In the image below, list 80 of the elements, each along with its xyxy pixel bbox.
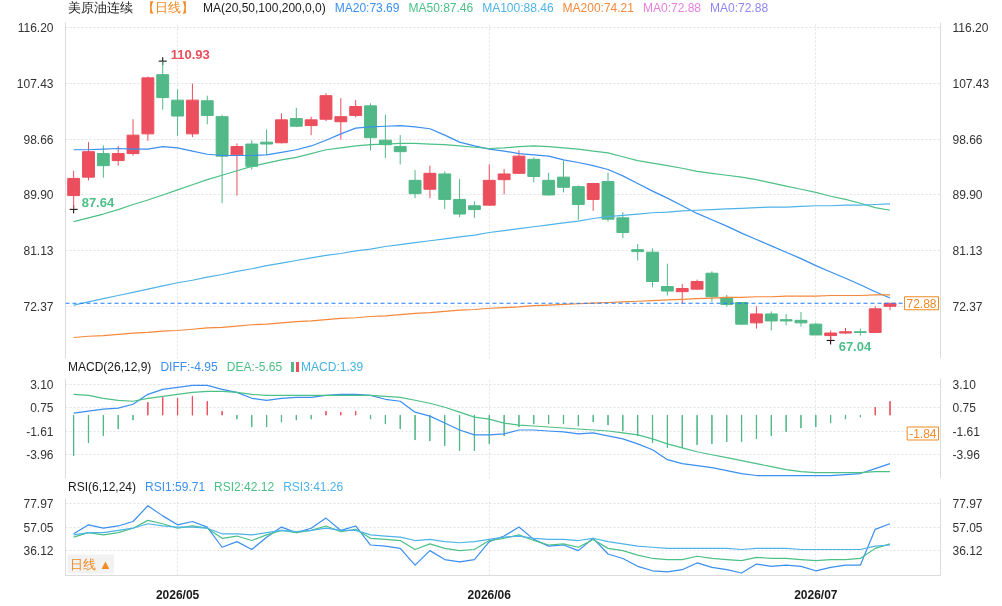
candlestick xyxy=(542,172,556,197)
candlestick xyxy=(289,107,303,128)
y2-tick-label: 81.13 xyxy=(952,244,983,259)
series-label: DIFF:-4.95 xyxy=(160,360,218,374)
y-tick-label: 89.90 xyxy=(23,188,54,203)
series-label: RSI1:59.71 xyxy=(145,480,206,494)
annotation: 110.93 xyxy=(170,47,210,63)
text: MA100:88.46 xyxy=(482,1,554,15)
y2-tick-label: 77.97 xyxy=(952,497,983,512)
y2-tick-label: 0.75 xyxy=(952,401,977,416)
candlestick xyxy=(453,178,467,218)
y-tick-label: 98.66 xyxy=(23,132,54,147)
candlestick xyxy=(304,116,318,136)
candlestick xyxy=(96,144,110,179)
candlestick xyxy=(660,263,674,296)
candlestick xyxy=(230,142,244,197)
y2-tick-label: 98.66 xyxy=(952,132,983,147)
y2-tick-label: 107.43 xyxy=(952,76,990,91)
y-tick-label: -3.96 xyxy=(26,447,54,462)
y2-tick-label: 57.05 xyxy=(952,520,983,535)
candlestick xyxy=(557,160,570,193)
chart-title: 美原油连续 xyxy=(68,0,133,15)
candlestick xyxy=(705,270,719,303)
y-tick-label: 3.10 xyxy=(30,377,54,392)
y2-tick-label: 36.12 xyxy=(952,543,983,558)
candlestick xyxy=(868,305,882,333)
line-series xyxy=(73,294,891,339)
candlestick xyxy=(571,184,585,221)
candlestick xyxy=(171,88,184,137)
annotation: 87.64 xyxy=(81,195,115,211)
series-label: DEA:-5.65 xyxy=(226,360,283,374)
legend-title: RSI(6,12,24) xyxy=(68,480,137,494)
y-tick-label: 81.13 xyxy=(23,244,54,259)
x-tick-label: 2026/05 xyxy=(155,587,200,602)
line-series xyxy=(73,505,891,574)
annotation: 67.04 xyxy=(838,339,872,355)
y-tick-label: 72.37 xyxy=(23,300,54,315)
chart-subtitle: 【日线】 xyxy=(142,0,194,15)
y-tick-label: 116.20 xyxy=(17,21,54,36)
y2-tick-label: 3.10 xyxy=(952,377,977,392)
line-series xyxy=(73,523,891,551)
x-tick-label: 2026/06 xyxy=(467,587,512,602)
line-series xyxy=(73,124,891,299)
candlestick xyxy=(764,310,778,331)
candlestick xyxy=(260,128,274,156)
candlestick xyxy=(200,95,214,125)
candlestick xyxy=(750,305,763,330)
text: MA50:87.46 xyxy=(408,1,474,15)
candlestick xyxy=(497,168,511,195)
candlestick xyxy=(423,165,437,199)
x-tick-label: 2026/07 xyxy=(794,587,838,602)
text: RSI3:41.26 xyxy=(283,480,344,494)
text: MA20:73.69 xyxy=(334,1,400,15)
y-tick-label: 77.97 xyxy=(23,497,54,512)
legend-title: MA(20,50,100,200,0,0) xyxy=(203,1,326,15)
candlestick xyxy=(275,113,288,144)
y-tick-label: 107.43 xyxy=(16,76,54,91)
y2-tick-label: 116.20 xyxy=(952,21,989,36)
legend-label: MACD:1.39 xyxy=(301,360,364,374)
candlestick xyxy=(408,169,422,199)
y-tick-label: 36.12 xyxy=(23,543,54,558)
legend-label: MA0:72.88 xyxy=(710,1,769,15)
y2-tick-label: -3.96 xyxy=(952,447,981,462)
candlestick xyxy=(735,302,749,326)
y-tick-label: -1.61 xyxy=(26,424,54,439)
text: -1.84 xyxy=(909,427,937,441)
y2-tick-label: -1.61 xyxy=(952,424,981,439)
annotation: 日线 ▲ xyxy=(69,556,112,572)
text: RSI2:42.12 xyxy=(214,480,275,494)
legend-title: MACD(26,12,9) xyxy=(68,360,152,374)
candlestick xyxy=(512,149,526,175)
candlestick xyxy=(586,182,600,212)
y-tick-label: 57.05 xyxy=(23,520,54,535)
y2-tick-label: 72.37 xyxy=(952,300,983,315)
legend-label: MA0:72.88 xyxy=(642,1,702,15)
text: MA200:74.21 xyxy=(562,1,634,15)
ref-line-label: 72.88 xyxy=(906,296,937,311)
y-tick-label: 0.75 xyxy=(30,401,54,416)
y2-tick-label: 89.90 xyxy=(952,188,983,203)
candlestick xyxy=(527,156,541,183)
